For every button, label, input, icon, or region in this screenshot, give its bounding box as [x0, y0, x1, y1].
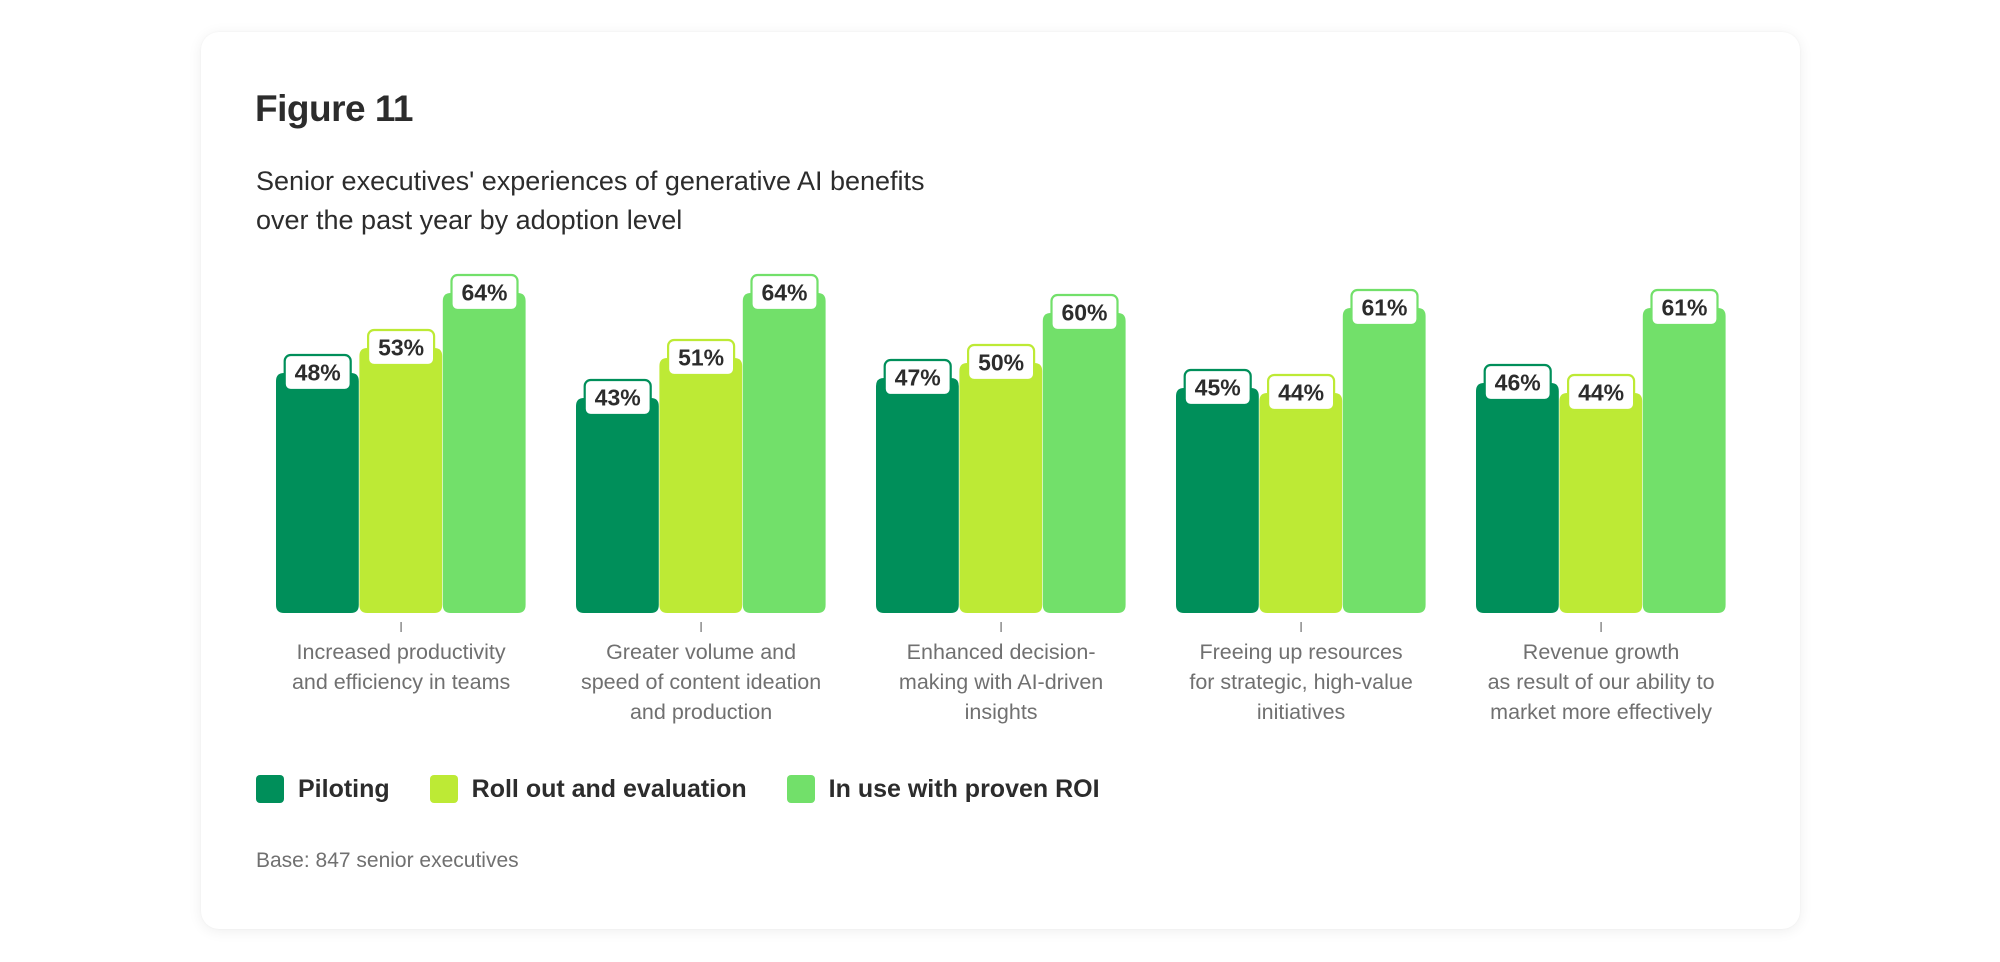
- bar-roll-out-and-evaluation-2: [659, 358, 743, 613]
- value-label-box: [1266, 373, 1336, 412]
- value-label-in-use-with-proven-roi-2: 64%: [750, 273, 819, 312]
- legend-label-rollout: Roll out and evaluation: [471, 774, 747, 803]
- bar-roll-out-and-evaluation-4: [1259, 393, 1343, 613]
- value-label-box: [283, 353, 352, 392]
- value-label-text: 44%: [1278, 380, 1324, 406]
- category-label-line: Increased productivity: [297, 640, 506, 664]
- category-label-2: Greater volume and speed of content ideat…: [581, 640, 821, 724]
- ticks-layer: [400, 622, 1602, 632]
- category-label-1: Increased productivity and efficiency in …: [292, 640, 510, 694]
- value-label-box: [367, 328, 436, 367]
- bar-in-use-with-proven-roi-3: [1042, 313, 1126, 613]
- value-label-in-use-with-proven-roi-1: 64%: [450, 273, 519, 312]
- value-label-text: 43%: [595, 385, 641, 411]
- bar-piloting-2: [576, 398, 659, 613]
- category-label-line: Enhanced decision-: [907, 640, 1096, 664]
- bar-piloting-5: [1476, 383, 1559, 613]
- bar-piloting-4: [1176, 388, 1259, 613]
- value-label-box: [450, 273, 519, 312]
- value-label-text: 61%: [1661, 295, 1707, 321]
- value-label-box: [666, 338, 736, 377]
- category-label-line: speed of content ideation: [581, 670, 821, 694]
- value-label-box: [1350, 288, 1419, 327]
- category-label-line: Greater volume and: [606, 640, 796, 664]
- bars-layer: [276, 293, 1726, 613]
- value-label-text: 48%: [295, 360, 341, 386]
- value-label-box: [1050, 293, 1119, 332]
- category-label-3: Enhanced decision-making with AI-driven i…: [899, 640, 1103, 724]
- legend-item-proven-roi: In use with proven ROI: [786, 774, 1100, 804]
- category-label-line: making with AI-driven: [899, 670, 1103, 694]
- value-label-box: [750, 273, 819, 312]
- legend-label-proven-roi: In use with proven ROI: [828, 774, 1100, 803]
- value-label-piloting-1: 48%: [283, 353, 352, 392]
- value-label-text: 46%: [1495, 370, 1541, 396]
- value-label-box: [1183, 368, 1252, 407]
- value-label-text: 61%: [1361, 295, 1407, 321]
- value-label-box: [1483, 363, 1552, 402]
- value-label-piloting-3: 47%: [883, 358, 952, 397]
- bar-piloting-1: [276, 373, 359, 613]
- bar-in-use-with-proven-roi-1: [442, 293, 526, 613]
- value-label-roll-out-and-evaluation-3: 50%: [966, 343, 1036, 382]
- value-label-box: [1566, 373, 1636, 412]
- legend-item-piloting: Piloting: [256, 775, 390, 804]
- legend: Piloting Roll out and evaluation In use …: [256, 774, 1140, 804]
- value-label-in-use-with-proven-roi-5: 61%: [1650, 288, 1719, 327]
- category-label-line: Freeing up resources: [1200, 640, 1403, 664]
- value-label-box: [1650, 288, 1719, 327]
- category-label-line: and production: [630, 700, 772, 724]
- category-label-line: Revenue growth: [1523, 640, 1680, 664]
- category-label-line: and efficiency in teams: [292, 670, 510, 694]
- subtitle-line-2: over the past year by adoption level: [256, 205, 683, 235]
- legend-swatch-proven-roi: [786, 775, 815, 803]
- value-label-text: 51%: [678, 345, 724, 371]
- legend-label-piloting: Piloting: [298, 774, 390, 803]
- value-label-text: 47%: [895, 365, 941, 391]
- bar-in-use-with-proven-roi-2: [742, 293, 826, 613]
- value-label-box: [966, 343, 1036, 382]
- value-label-piloting-5: 46%: [1483, 363, 1552, 402]
- value-label-text: 53%: [378, 335, 424, 361]
- value-labels: 48% 53% 64% 43% 51% 64% 47% 50% 60% 45% 44% 61% 46% 4…: [283, 273, 1719, 417]
- bar-roll-out-and-evaluation-5: [1559, 393, 1643, 613]
- base-note: Base: 847 senior executives: [256, 849, 519, 872]
- category-label-line: initiatives: [1257, 700, 1345, 724]
- category-label-line: as result of our ability to: [1488, 670, 1715, 694]
- value-label-text: 50%: [978, 350, 1024, 376]
- value-label-piloting-4: 45%: [1183, 368, 1252, 407]
- value-label-roll-out-and-evaluation-5: 44%: [1566, 373, 1636, 412]
- bar-in-use-with-proven-roi-5: [1642, 308, 1726, 613]
- legend-swatch-piloting: [256, 775, 284, 803]
- value-label-text: 64%: [761, 280, 807, 306]
- category-label-5: Revenue growth as result of our ability t…: [1488, 640, 1715, 724]
- figure-subtitle: Senior executives' experiences of genera…: [256, 162, 956, 240]
- bar-roll-out-and-evaluation-3: [959, 363, 1043, 613]
- value-label-roll-out-and-evaluation-1: 53%: [367, 328, 436, 367]
- figure-title: Figure 11: [255, 88, 413, 129]
- category-label-4: Freeing up resources for strategic, high-…: [1189, 640, 1412, 724]
- value-label-in-use-with-proven-roi-3: 60%: [1050, 293, 1119, 332]
- category-label-line: market more effectively: [1490, 700, 1712, 724]
- value-label-text: 44%: [1578, 380, 1624, 406]
- value-label-text: 45%: [1195, 375, 1241, 401]
- value-label-box: [583, 378, 652, 417]
- value-label-text: 64%: [461, 280, 507, 306]
- value-label-text: 60%: [1061, 300, 1107, 326]
- value-label-roll-out-and-evaluation-2: 51%: [666, 338, 736, 377]
- category-labels: Increased productivity and efficiency in …: [292, 640, 1715, 724]
- bar-in-use-with-proven-roi-4: [1342, 308, 1426, 613]
- bar-piloting-3: [876, 378, 959, 613]
- value-label-box: [883, 358, 952, 397]
- category-label-line: for strategic, high-value: [1189, 670, 1412, 694]
- value-label-piloting-2: 43%: [583, 378, 652, 417]
- legend-swatch-rollout: [429, 775, 458, 803]
- category-label-line: insights: [965, 700, 1038, 724]
- subtitle-line-1: Senior executives' experiences of genera…: [256, 166, 925, 196]
- legend-item-rollout: Roll out and evaluation: [429, 774, 747, 804]
- value-label-roll-out-and-evaluation-4: 44%: [1266, 373, 1336, 412]
- bar-roll-out-and-evaluation-1: [359, 348, 443, 613]
- value-label-in-use-with-proven-roi-4: 61%: [1350, 288, 1419, 327]
